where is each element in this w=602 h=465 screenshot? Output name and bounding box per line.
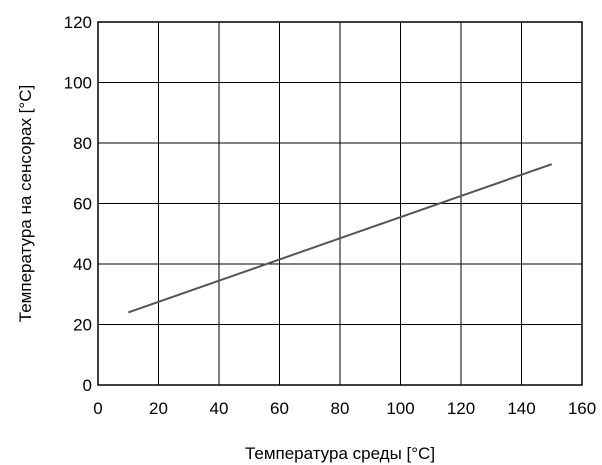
x-tick-label: 160 <box>568 399 596 418</box>
y-tick-label: 60 <box>73 195 92 214</box>
y-tick-labels: 0 20 40 60 80 100 120 <box>64 13 92 395</box>
series-line-0 <box>127 163 553 314</box>
series-layer <box>127 163 553 314</box>
x-tick-label: 100 <box>386 399 414 418</box>
y-tick-label: 80 <box>73 134 92 153</box>
y-tick-label: 20 <box>73 316 92 335</box>
x-tick-label: 140 <box>507 399 535 418</box>
y-tick-label: 120 <box>64 13 92 32</box>
y-tick-label: 0 <box>83 376 92 395</box>
grid <box>97 21 583 386</box>
plot-area-frame <box>97 21 583 386</box>
x-tick-label: 40 <box>210 399 229 418</box>
y-axis-label: Температура на сенсорах [°C] <box>16 85 35 322</box>
x-tick-label: 80 <box>331 399 350 418</box>
y-tick-label: 40 <box>73 255 92 274</box>
x-tick-label: 60 <box>270 399 289 418</box>
x-tick-label: 0 <box>93 399 102 418</box>
x-axis-label: Температура среды [°C] <box>245 444 435 463</box>
x-tick-label: 120 <box>447 399 475 418</box>
y-tick-label: 100 <box>64 74 92 93</box>
x-tick-labels: 0 20 40 60 80 100 120 140 160 <box>93 399 596 418</box>
x-tick-label: 20 <box>149 399 168 418</box>
